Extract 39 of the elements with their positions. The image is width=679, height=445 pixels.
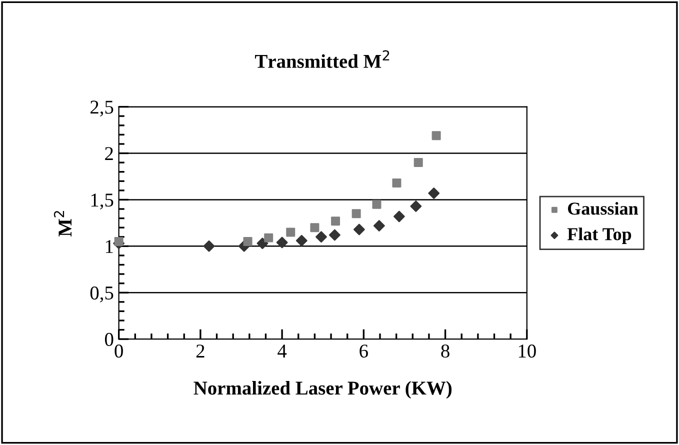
x-tick-label: 8 bbox=[441, 344, 450, 358]
point bbox=[203, 240, 215, 252]
y-tick-label: 0 bbox=[104, 332, 114, 346]
point bbox=[331, 216, 340, 226]
point bbox=[410, 200, 422, 212]
y-tick-label: 0,5 bbox=[90, 286, 114, 302]
point bbox=[114, 237, 124, 246]
point bbox=[276, 236, 288, 248]
point bbox=[286, 228, 296, 237]
point bbox=[296, 234, 308, 246]
point bbox=[352, 209, 361, 218]
point bbox=[372, 200, 382, 209]
point bbox=[432, 131, 441, 140]
legend-label: Flat Top bbox=[567, 228, 632, 244]
point bbox=[310, 223, 320, 232]
x-tick-label: 0 bbox=[114, 344, 123, 358]
x-axis-title: Normalized Laser Power (KW) bbox=[194, 381, 452, 399]
x-tick-label: 2 bbox=[196, 344, 204, 358]
point bbox=[414, 158, 423, 168]
y-tick-label: 1 bbox=[106, 240, 113, 253]
point bbox=[316, 231, 327, 243]
y-tick-label: 2 bbox=[105, 147, 113, 160]
y-axis-title: M$^{2}$ bbox=[54, 211, 72, 237]
chart-title: Transmitted M$^{2}$ bbox=[255, 50, 390, 68]
x-tick-label: 10 bbox=[518, 344, 536, 358]
y-tick-label: 1,5 bbox=[91, 194, 114, 210]
point bbox=[264, 233, 274, 242]
legend-label: Gaussian bbox=[568, 202, 638, 215]
point bbox=[393, 210, 405, 222]
point bbox=[243, 237, 252, 246]
x-tick-label: 4 bbox=[278, 344, 287, 358]
point bbox=[328, 229, 340, 241]
point bbox=[392, 178, 402, 188]
point bbox=[373, 220, 385, 232]
point bbox=[353, 224, 365, 236]
point bbox=[428, 188, 440, 199]
point bbox=[256, 238, 268, 250]
y-tick-label: 2,5 bbox=[90, 100, 114, 117]
x-tick-label: 6 bbox=[360, 344, 368, 358]
